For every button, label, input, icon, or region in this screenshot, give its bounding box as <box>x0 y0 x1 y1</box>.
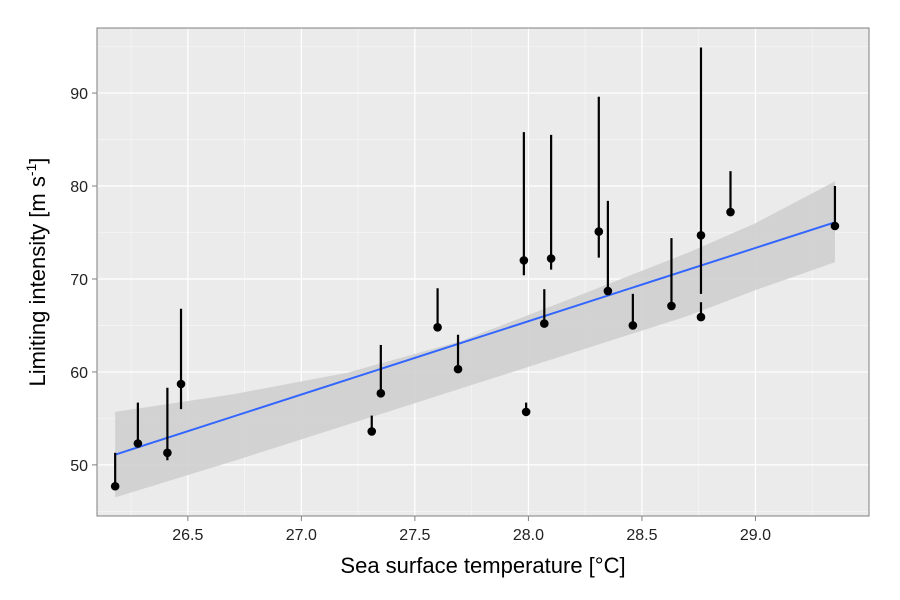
x-tick-label: 28.5 <box>626 527 657 544</box>
y-tick-label: 60 <box>70 365 88 382</box>
data-point <box>453 364 463 374</box>
x-tick-label: 26.5 <box>172 527 203 544</box>
data-points <box>110 207 840 491</box>
x-axis: 26.5 27.0 27.5 28.0 28.5 29.0 <box>172 516 771 544</box>
data-point <box>367 427 377 436</box>
data-point <box>546 254 556 263</box>
data-point <box>830 221 840 231</box>
plot-frame <box>96 27 870 517</box>
data-point <box>133 439 143 448</box>
x-tick-label: 29.0 <box>740 527 771 544</box>
data-point <box>433 323 442 332</box>
data-point <box>628 321 638 330</box>
data-point <box>726 207 735 217</box>
data-point <box>603 286 613 296</box>
x-tick-label: 28.0 <box>513 527 544 544</box>
data-point <box>594 227 604 236</box>
x-tick-label: 27.0 <box>286 527 317 544</box>
y-tick-label: 90 <box>70 86 88 103</box>
x-axis-title: Sea surface temperature [°C] <box>340 553 625 578</box>
data-point <box>163 448 172 458</box>
x-tick-label: 27.5 <box>399 527 430 544</box>
y-axis: 50 60 70 80 90 <box>70 86 97 475</box>
y-axis-title-main: Limiting intensity [m s <box>25 176 50 386</box>
data-point <box>667 301 676 311</box>
grid-major <box>97 28 869 516</box>
y-tick-label: 70 <box>70 272 88 289</box>
data-point <box>540 319 549 328</box>
data-point <box>696 312 706 322</box>
data-point <box>376 389 386 398</box>
y-axis-title-superscript: -1 <box>23 163 39 176</box>
y-tick-label: 80 <box>70 179 88 196</box>
y-axis-title-suffix: ] <box>25 158 50 164</box>
y-axis-title: Limiting intensity [m s-1] <box>23 158 50 387</box>
data-point <box>519 256 529 265</box>
data-point <box>521 407 531 417</box>
data-point <box>176 379 186 389</box>
data-point <box>110 481 120 491</box>
regression-line <box>114 221 836 456</box>
data-point <box>696 230 706 240</box>
y-tick-label: 50 <box>70 458 88 475</box>
